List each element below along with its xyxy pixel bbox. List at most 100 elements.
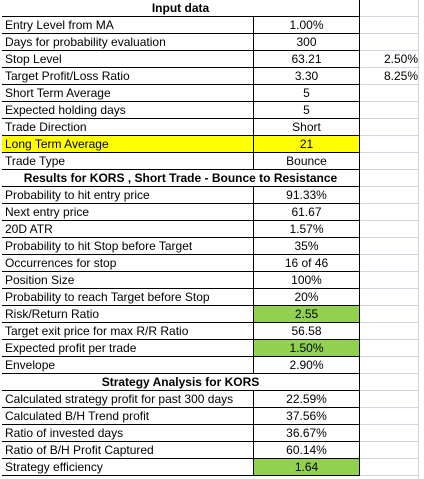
table-row: Long Term Average 21 — [0, 136, 424, 153]
row-label-cell[interactable]: Expected holding days — [2, 102, 254, 119]
row-extra-cell[interactable] — [360, 85, 418, 102]
table-row: Stop Level 63.21 2.50% — [0, 51, 424, 68]
row-extra-cell[interactable] — [360, 34, 418, 51]
section-header[interactable]: Results for KORS , Short Trade - Bounce … — [2, 170, 360, 187]
row-value-cell[interactable]: 1.57% — [254, 221, 360, 238]
row-extra-cell[interactable] — [360, 306, 418, 323]
table-row: Strategy efficiency 1.64 — [0, 459, 424, 476]
row-value-cell[interactable]: 3.30 — [254, 68, 360, 85]
row-value-cell[interactable]: 22.59% — [254, 391, 360, 408]
row-value-cell[interactable]: 21 — [254, 136, 360, 153]
row-label-cell[interactable]: Trade Direction — [2, 119, 254, 136]
table-row: Envelope 2.90% — [0, 357, 424, 374]
row-extra-cell[interactable] — [360, 221, 418, 238]
row-value-cell[interactable]: 2.90% — [254, 357, 360, 374]
row-label-cell[interactable]: Probability to hit Stop before Target — [2, 238, 254, 255]
row-label-cell[interactable]: Long Term Average — [2, 136, 254, 153]
table-row: Trade Direction Short — [0, 119, 424, 136]
row-extra-cell[interactable] — [360, 340, 418, 357]
row-label-cell[interactable]: Strategy efficiency — [2, 459, 254, 476]
row-value-cell[interactable]: 20% — [254, 289, 360, 306]
row-extra-cell[interactable] — [360, 119, 418, 136]
row-extra-cell[interactable] — [360, 153, 418, 170]
row-label-cell[interactable]: Occurrences for stop — [2, 255, 254, 272]
row-value-cell[interactable]: 1.00% — [254, 17, 360, 34]
row-label-cell[interactable]: Ratio of invested days — [2, 425, 254, 442]
row-value-cell[interactable]: 91.33% — [254, 187, 360, 204]
row-value-cell[interactable]: 36.67% — [254, 425, 360, 442]
section-header[interactable]: Input data — [2, 0, 360, 17]
row-value-cell[interactable]: Short — [254, 119, 360, 136]
table-row: Occurrences for stop 16 of 46 — [0, 255, 424, 272]
row-extra-cell[interactable] — [360, 136, 418, 153]
row-value-cell[interactable]: 5 — [254, 85, 360, 102]
row-value-cell[interactable]: 1.64 — [254, 459, 360, 476]
table-row: Short Term Average 5 — [0, 85, 424, 102]
row-label-cell[interactable]: Target Profit/Loss Ratio — [2, 68, 254, 85]
row-extra-cell[interactable]: 8.25% — [360, 68, 418, 85]
row-value-cell[interactable]: 16 of 46 — [254, 255, 360, 272]
row-value-cell[interactable]: 60.14% — [254, 442, 360, 459]
row-value-cell[interactable]: 100% — [254, 272, 360, 289]
row-label-cell[interactable]: 20D ATR — [2, 221, 254, 238]
row-extra-cell[interactable] — [360, 391, 418, 408]
row-extra-cell[interactable] — [360, 102, 418, 119]
row-label-cell[interactable]: Probability to hit entry price — [2, 187, 254, 204]
row-extra-cell[interactable] — [360, 0, 418, 17]
row-label-cell[interactable]: Ratio of B/H Profit Captured — [2, 442, 254, 459]
table-row: Probability to hit entry price 91.33% — [0, 187, 424, 204]
row-extra-cell[interactable] — [360, 442, 418, 459]
row-label-cell[interactable]: Days for probability evaluation — [2, 34, 254, 51]
row-value-cell[interactable]: 35% — [254, 238, 360, 255]
row-value-cell[interactable]: 61.67 — [254, 204, 360, 221]
row-extra-cell[interactable] — [360, 357, 418, 374]
row-label-cell[interactable]: Risk/Return Ratio — [2, 306, 254, 323]
row-extra-cell[interactable] — [360, 272, 418, 289]
row-label-cell[interactable]: Entry Level from MA — [2, 17, 254, 34]
row-extra-cell[interactable] — [360, 323, 418, 340]
row-label-cell[interactable]: Position Size — [2, 272, 254, 289]
section-header-row: Results for KORS , Short Trade - Bounce … — [0, 170, 424, 187]
row-extra-cell[interactable] — [360, 289, 418, 306]
table-row: Probability to hit Stop before Target 35% — [0, 238, 424, 255]
row-extra-cell[interactable] — [360, 408, 418, 425]
table-row: Risk/Return Ratio 2.55 — [0, 306, 424, 323]
row-extra-cell[interactable] — [360, 170, 418, 187]
row-label-cell[interactable]: Trade Type — [2, 153, 254, 170]
gridline — [418, 0, 419, 479]
table-row: Expected holding days 5 — [0, 102, 424, 119]
row-extra-cell[interactable] — [360, 459, 418, 476]
row-label-cell[interactable]: Envelope — [2, 357, 254, 374]
section-header-row: Input data — [0, 0, 424, 17]
row-label-cell[interactable]: Target exit price for max R/R Ratio — [2, 323, 254, 340]
table-row: Entry Level from MA 1.00% — [0, 17, 424, 34]
row-extra-cell[interactable]: 2.50% — [360, 51, 418, 68]
row-extra-cell[interactable] — [360, 187, 418, 204]
row-label-cell[interactable]: Stop Level — [2, 51, 254, 68]
row-value-cell[interactable]: 56.58 — [254, 323, 360, 340]
table-row: 20D ATR 1.57% — [0, 221, 424, 238]
table-row: Target exit price for max R/R Ratio 56.58 — [0, 323, 424, 340]
row-value-cell[interactable]: Bounce — [254, 153, 360, 170]
row-extra-cell[interactable] — [360, 425, 418, 442]
row-label-cell[interactable]: Next entry price — [2, 204, 254, 221]
row-value-cell[interactable]: 63.21 — [254, 51, 360, 68]
row-extra-cell[interactable] — [360, 374, 418, 391]
row-extra-cell[interactable] — [360, 238, 418, 255]
row-value-cell[interactable]: 5 — [254, 102, 360, 119]
row-extra-cell[interactable] — [360, 204, 418, 221]
row-label-cell[interactable]: Calculated strategy profit for past 300 … — [2, 391, 254, 408]
row-label-cell[interactable]: Calculated B/H Trend profit — [2, 408, 254, 425]
section-header-row: Strategy Analysis for KORS — [0, 374, 424, 391]
row-extra-cell[interactable] — [360, 17, 418, 34]
row-label-cell[interactable]: Probability to reach Target before Stop — [2, 289, 254, 306]
row-label-cell[interactable]: Short Term Average — [2, 85, 254, 102]
row-value-cell[interactable]: 1.50% — [254, 340, 360, 357]
section-header[interactable]: Strategy Analysis for KORS — [2, 374, 360, 391]
row-value-cell[interactable]: 300 — [254, 34, 360, 51]
row-extra-cell[interactable] — [360, 255, 418, 272]
row-value-cell[interactable]: 37.56% — [254, 408, 360, 425]
row-value-cell[interactable]: 2.55 — [254, 306, 360, 323]
row-label-cell[interactable]: Expected profit per trade — [2, 340, 254, 357]
